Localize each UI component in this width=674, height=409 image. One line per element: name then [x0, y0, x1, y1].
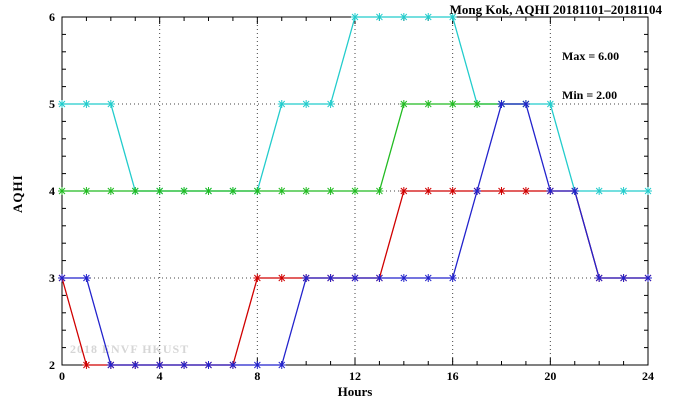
x-tick-label: 4	[157, 369, 163, 383]
green-series-marker	[326, 187, 335, 195]
red-series-marker	[82, 361, 91, 369]
green-series-marker	[277, 187, 286, 195]
red-series-marker	[253, 274, 262, 282]
cyan-series-marker	[619, 187, 628, 195]
green-series-marker	[375, 187, 384, 195]
red-series-marker	[521, 187, 530, 195]
blue-series-marker	[497, 100, 506, 108]
green-series-marker	[131, 187, 140, 195]
blue-series-marker	[570, 187, 579, 195]
blue-series-marker	[302, 274, 311, 282]
green-series-marker	[58, 187, 66, 195]
cyan-series-marker	[595, 187, 604, 195]
cyan-series-marker	[302, 100, 311, 108]
blue-series-marker	[399, 274, 408, 282]
green-series-marker	[473, 100, 482, 108]
cyan-series-marker	[644, 187, 652, 195]
cyan-series-marker	[106, 100, 115, 108]
red-series-marker	[424, 187, 433, 195]
cyan-series-marker	[277, 100, 286, 108]
cyan-series-marker	[399, 13, 408, 21]
green-series-marker	[424, 100, 433, 108]
blue-series-marker	[473, 187, 482, 195]
green-series-marker	[180, 187, 189, 195]
blue-series-marker	[521, 100, 530, 108]
green-series	[58, 100, 530, 195]
y-tick-label: 5	[49, 97, 55, 111]
blue-series-marker	[326, 274, 335, 282]
green-series-marker	[351, 187, 359, 195]
y-tick-label: 2	[49, 358, 55, 372]
watermark: 2018 ENVF HKUST	[70, 342, 190, 356]
blue-series-marker	[546, 187, 555, 195]
cyan-series-marker	[375, 13, 384, 21]
red-series-marker	[497, 187, 506, 195]
red-series-marker	[448, 187, 457, 195]
green-series-marker	[228, 187, 237, 195]
green-series-marker	[155, 187, 164, 195]
cyan-series-marker	[546, 100, 555, 108]
y-tick-label: 3	[49, 271, 55, 285]
blue-series-marker	[106, 361, 115, 369]
blue-series-marker	[82, 274, 91, 282]
cyan-series-marker	[326, 100, 335, 108]
cyan-series-line	[62, 16, 648, 192]
x-tick-label: 16	[447, 369, 459, 383]
blue-series-marker	[253, 361, 262, 369]
blue-series-marker	[58, 274, 66, 282]
blue-series-marker	[228, 361, 237, 369]
y-tick-label: 4	[49, 184, 55, 198]
green-series-marker	[82, 187, 91, 195]
green-series-marker	[448, 100, 457, 108]
blue-series-marker	[644, 274, 652, 282]
x-axis-title: Hours	[337, 384, 373, 399]
blue-series-marker	[619, 274, 628, 282]
green-series-marker	[253, 187, 262, 195]
chart-title: Mong Kok, AQHI 20181101–20181104	[449, 2, 662, 17]
cyan-series-marker	[351, 13, 359, 21]
x-tick-label: 8	[254, 369, 260, 383]
max-min-annotation: Max = 6.00 Min = 2.00	[562, 24, 619, 128]
cyan-series-marker	[448, 13, 457, 21]
blue-series-marker	[155, 361, 164, 369]
y-tick-label: 6	[49, 10, 55, 24]
blue-series-marker	[424, 274, 433, 282]
blue-series-marker	[204, 361, 213, 369]
green-series-line	[62, 103, 526, 192]
blue-series-marker	[277, 361, 286, 369]
x-tick-label: 12	[349, 369, 361, 383]
min-value-label: Min = 2.00	[562, 88, 618, 102]
blue-series-marker	[375, 274, 384, 282]
x-tick-label: 24	[642, 369, 654, 383]
x-tick-label: 0	[59, 369, 65, 383]
blue-series-marker	[351, 274, 359, 282]
red-series-marker	[277, 274, 286, 282]
green-series-marker	[399, 100, 408, 108]
max-value-label: Max = 6.00	[562, 49, 620, 63]
x-tick-label: 20	[544, 369, 556, 383]
green-series-marker	[302, 187, 311, 195]
blue-series-marker	[180, 361, 189, 369]
green-series-marker	[204, 187, 213, 195]
y-axis-title: AQHI	[10, 174, 25, 213]
blue-series	[58, 100, 652, 369]
blue-series-marker	[595, 274, 604, 282]
cyan-series-marker	[58, 100, 66, 108]
blue-series-marker	[448, 274, 457, 282]
blue-series-marker	[131, 361, 140, 369]
red-series-marker	[399, 187, 408, 195]
green-series-marker	[106, 187, 115, 195]
cyan-series-marker	[424, 13, 433, 21]
cyan-series-marker	[82, 100, 91, 108]
